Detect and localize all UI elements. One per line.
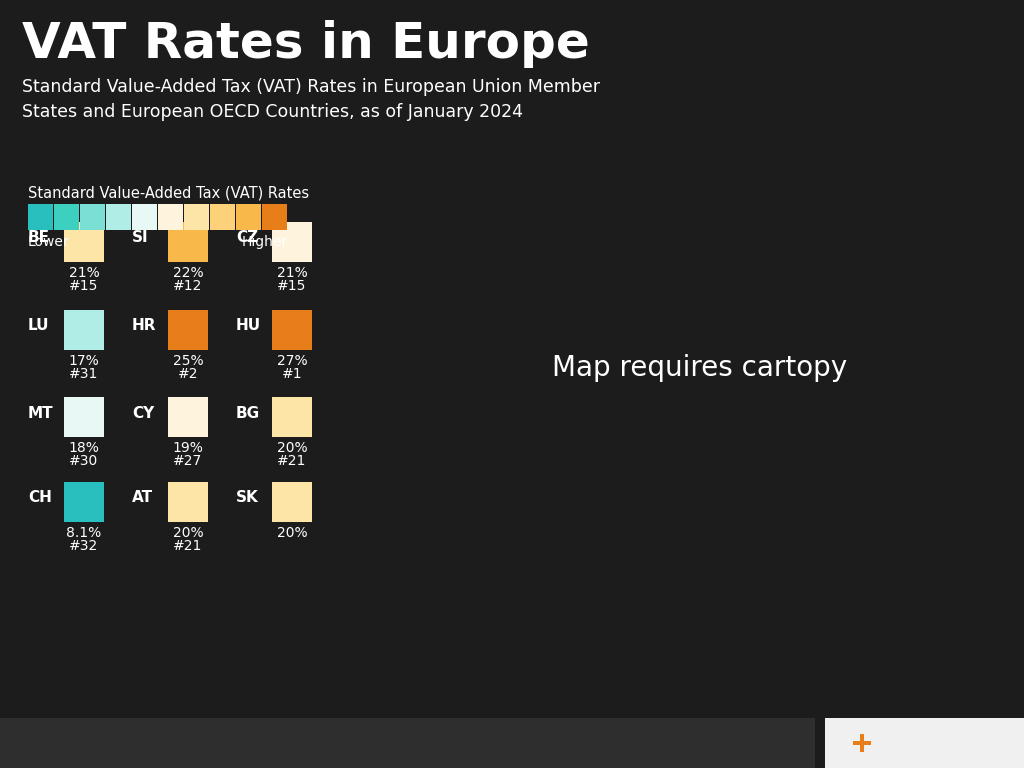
Text: CZ: CZ bbox=[236, 230, 258, 246]
Bar bbox=[272, 310, 312, 350]
Text: 27%: 27% bbox=[276, 354, 307, 368]
Bar bbox=[63, 222, 104, 262]
Text: Lower: Lower bbox=[28, 235, 70, 249]
Bar bbox=[168, 222, 208, 262]
Text: MT: MT bbox=[28, 406, 53, 421]
Text: #32: #32 bbox=[70, 539, 98, 553]
Bar bbox=[210, 204, 234, 230]
Text: #21: #21 bbox=[278, 454, 306, 468]
Text: 20%: 20% bbox=[173, 526, 204, 540]
Text: #1: #1 bbox=[282, 367, 302, 381]
Text: SI: SI bbox=[132, 230, 148, 246]
Text: #30: #30 bbox=[70, 454, 98, 468]
Text: #21: #21 bbox=[173, 539, 203, 553]
Bar bbox=[63, 397, 104, 437]
Bar bbox=[272, 397, 312, 437]
Bar bbox=[168, 482, 208, 522]
Bar bbox=[272, 482, 312, 522]
Bar bbox=[0, 718, 815, 768]
Bar bbox=[106, 204, 131, 230]
Text: 21%: 21% bbox=[69, 266, 99, 280]
Text: #12: #12 bbox=[173, 279, 203, 293]
Text: 21%: 21% bbox=[276, 266, 307, 280]
Text: Sources: European Commission, "Taxes in Europe Database v3," and Richard Asquith: Sources: European Commission, "Taxes in … bbox=[14, 737, 746, 750]
Bar bbox=[168, 397, 208, 437]
Text: Higher: Higher bbox=[242, 235, 288, 249]
Bar bbox=[54, 204, 79, 230]
Bar bbox=[853, 741, 871, 745]
Text: Standard Value-Added Tax (VAT) Rates in European Union Member
States and Europea: Standard Value-Added Tax (VAT) Rates in … bbox=[22, 78, 600, 121]
Text: VAT Rates in Europe: VAT Rates in Europe bbox=[22, 20, 590, 68]
Text: #15: #15 bbox=[70, 279, 98, 293]
Text: 22%: 22% bbox=[173, 266, 204, 280]
Bar bbox=[28, 204, 53, 230]
Text: #31: #31 bbox=[70, 367, 98, 381]
Text: CY: CY bbox=[132, 406, 155, 421]
Text: 20%: 20% bbox=[276, 441, 307, 455]
Bar bbox=[236, 204, 261, 230]
Text: Map requires cartopy: Map requires cartopy bbox=[552, 354, 848, 382]
Text: 8.1%: 8.1% bbox=[67, 526, 101, 540]
Bar bbox=[158, 204, 183, 230]
Text: #15: #15 bbox=[278, 279, 306, 293]
Text: 17%: 17% bbox=[69, 354, 99, 368]
Text: CH: CH bbox=[28, 491, 52, 505]
Bar bbox=[262, 204, 287, 230]
Text: 19%: 19% bbox=[173, 441, 204, 455]
Bar bbox=[63, 482, 104, 522]
Text: 18%: 18% bbox=[69, 441, 99, 455]
Bar bbox=[184, 204, 209, 230]
Bar bbox=[272, 222, 312, 262]
Bar bbox=[825, 718, 1024, 768]
Text: #2: #2 bbox=[178, 367, 199, 381]
Text: SK: SK bbox=[236, 491, 259, 505]
Bar bbox=[80, 204, 105, 230]
Text: BG: BG bbox=[236, 406, 260, 421]
Text: AT: AT bbox=[132, 491, 154, 505]
Text: HU: HU bbox=[236, 319, 261, 333]
Bar bbox=[860, 734, 864, 752]
Text: Standard Value-Added Tax (VAT) Rates: Standard Value-Added Tax (VAT) Rates bbox=[28, 185, 309, 200]
Text: inFlow: inFlow bbox=[874, 730, 973, 756]
Bar bbox=[63, 310, 104, 350]
Bar bbox=[132, 204, 157, 230]
Text: LU: LU bbox=[28, 319, 49, 333]
Text: 20%: 20% bbox=[276, 526, 307, 540]
Bar bbox=[168, 310, 208, 350]
Text: #27: #27 bbox=[173, 454, 203, 468]
Text: HR: HR bbox=[132, 319, 157, 333]
Text: BE: BE bbox=[28, 230, 50, 246]
Text: 25%: 25% bbox=[173, 354, 204, 368]
